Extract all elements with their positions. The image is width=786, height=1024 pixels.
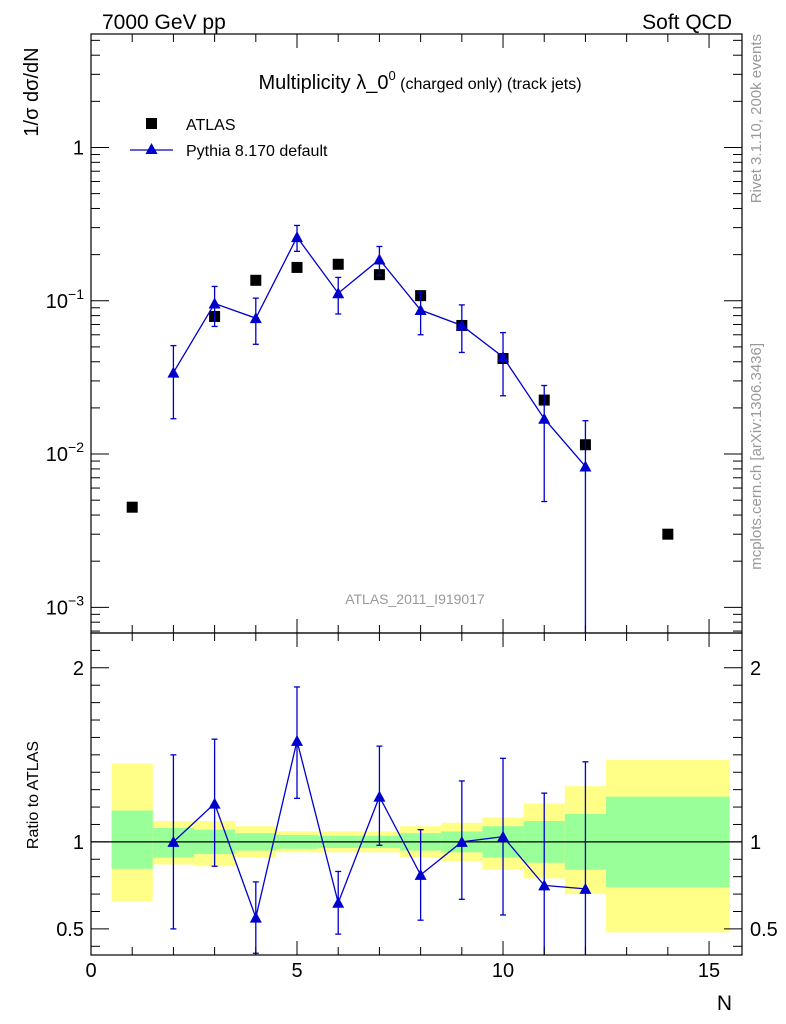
- ratio-point-1: [208, 797, 221, 809]
- header-category-label: Soft QCD: [642, 11, 732, 34]
- ratio-point-5: [373, 790, 386, 802]
- ratio-y-axis-label: Ratio to ATLAS: [25, 741, 42, 849]
- ratio-point-0: [167, 835, 180, 847]
- title-sup: 0: [388, 68, 395, 83]
- pythia-point-0: [167, 366, 180, 378]
- top-y-tick-label-1: 10−2: [46, 439, 84, 466]
- ratio-point-6: [414, 868, 427, 880]
- x-tick-label-5: 5: [291, 960, 302, 982]
- ratio-point-7: [455, 835, 468, 847]
- ratio-point-9: [538, 879, 551, 891]
- ratio-y-tick-label-right-1: 1: [750, 832, 761, 854]
- title-main: Multiplicity λ_0: [258, 72, 388, 94]
- ratio-point-10: [579, 882, 592, 894]
- ratio-panel-marks: [167, 686, 592, 955]
- x-tick-label-0: 0: [85, 960, 96, 982]
- atlas-point-4: [332, 258, 344, 270]
- ratio-point-2: [249, 911, 262, 923]
- pythia-point-10: [579, 460, 592, 472]
- mcplots-label: mcplots.cern.ch [arXiv:1306.3436]: [748, 343, 765, 570]
- pythia-point-8: [497, 350, 510, 362]
- analysis-label: ATLAS_2011_I919017: [345, 591, 485, 607]
- atlas-point-11: [662, 528, 674, 540]
- top-y-tick-label-3: 1: [73, 137, 84, 159]
- top-y-tick-label-0: 10−3: [46, 592, 84, 619]
- legend-atlas-marker: [146, 118, 157, 129]
- top-panel-layer: [91, 760, 742, 933]
- x-tick-label-15: 15: [698, 960, 720, 982]
- ratio-band-green-0: [111, 810, 153, 869]
- ratio-panel-frame: [90, 632, 743, 956]
- ratio-point-4: [332, 896, 345, 908]
- top-y-tick-label-2: 10−1: [46, 286, 84, 313]
- title-sub: (charged only) (track jets): [396, 76, 582, 93]
- atlas-point-0: [126, 501, 138, 513]
- chart-title: Multiplicity λ_00 (charged only) (track …: [258, 68, 581, 94]
- pythia-point-9: [538, 412, 551, 424]
- ratio-point-8: [497, 830, 510, 842]
- axes-layer: 0 5 10 15 10−3 10−2 10−1 1 0.5 0.5 1 1 2 2: [46, 33, 778, 982]
- pythia-point-4: [332, 287, 345, 299]
- rivet-version-label: Rivet 3.1.10, 200k events: [748, 34, 765, 203]
- pythia-point-7: [455, 319, 468, 331]
- ratio-y-tick-label-right-2: 2: [750, 658, 761, 680]
- atlas-point-2: [250, 274, 262, 286]
- legend-pythia-marker: [145, 143, 158, 154]
- pythia-point-2: [249, 312, 262, 324]
- ratio-y-tick-label-left-0: 0.5: [56, 919, 84, 941]
- x-tick-label-10: 10: [492, 960, 514, 982]
- header-energy-label: 7000 GeV pp: [102, 11, 226, 34]
- ratio-y-tick-label-right-0: 0.5: [750, 919, 778, 941]
- pythia-point-3: [291, 231, 304, 243]
- legend-atlas-label: ATLAS: [186, 117, 236, 134]
- pythia-point-5: [373, 253, 386, 265]
- legend: ATLAS Pythia 8.170 default: [130, 117, 328, 160]
- atlas-point-3: [291, 261, 303, 273]
- ratio-y-tick-label-left-1: 1: [73, 832, 84, 854]
- ratio-y-tick-label-left-2: 2: [73, 658, 84, 680]
- legend-pythia-label: Pythia 8.170 default: [186, 143, 328, 160]
- x-axis-label: N: [717, 992, 732, 1015]
- top-panel-marks: [126, 224, 674, 633]
- ratio-point-3: [291, 734, 304, 746]
- top-y-axis-label: 1/σ dσ/dN: [21, 47, 43, 136]
- pythia-point-1: [208, 297, 221, 309]
- pythia-point-6: [414, 304, 427, 316]
